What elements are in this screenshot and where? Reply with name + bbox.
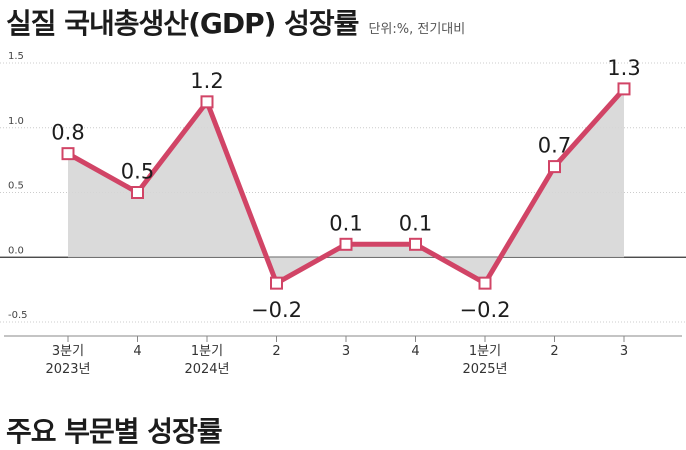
data-label: 0.1: [329, 211, 362, 235]
chart-title: 실질 국내총생산(GDP) 성장률: [6, 7, 359, 40]
y-tick-label: 0.5: [8, 181, 24, 192]
data-point-marker: [617, 82, 631, 96]
data-point-marker: [548, 160, 561, 174]
data-point-marker: [409, 237, 422, 251]
data-label: 0.8: [51, 121, 84, 145]
x-tick-label: 3: [620, 344, 628, 359]
data-point-marker: [478, 276, 492, 290]
x-tick-label: 1분기: [469, 344, 501, 359]
data-label: 0.1: [399, 211, 432, 235]
data-point-marker: [339, 237, 353, 251]
data-label: 0.5: [121, 160, 154, 184]
data-label: −0.2: [460, 298, 511, 322]
y-axis-ticks: 1.5 1.0 0.5 0.0 -0.5: [8, 51, 28, 321]
area-shape: [68, 88, 624, 284]
data-label: 1.3: [607, 56, 640, 80]
y-tick-label: 1.5: [8, 51, 24, 62]
data-point-marker: [131, 186, 144, 199]
header: 실질 국내총생산(GDP) 성장률 단위:%, 전기대비: [6, 2, 465, 42]
data-point-marker: [270, 276, 283, 290]
section-title-sectoral-growth: 주요 부문별 성장률: [6, 415, 223, 448]
x-tick-label: 2: [550, 344, 558, 359]
area-fill: [68, 88, 624, 284]
gdp-growth-chart: 1.5 1.0 0.5 0.0 -0.5 0.8 0.5 1.2 −0.2 0.1 0.1 −0.2…: [0, 51, 686, 377]
y-tick-label: 1.0: [8, 116, 24, 127]
x-tick-year-label: 2025년: [462, 362, 507, 377]
data-markers: [61, 82, 631, 290]
x-tick-label: 3분기: [52, 344, 84, 359]
x-tick-label: 4: [411, 344, 419, 359]
x-tick-label: 2: [272, 344, 280, 359]
x-tick-year-label: 2024년: [184, 362, 229, 377]
data-point-marker: [61, 147, 75, 161]
x-tick-label: 3: [342, 344, 350, 359]
x-tick-label: 4: [133, 344, 141, 359]
data-point-marker: [200, 95, 214, 109]
y-tick-label: 0.0: [8, 245, 24, 256]
data-label: 1.2: [190, 69, 223, 93]
x-tick-label: 1분기: [191, 344, 223, 359]
data-labels: 0.8 0.5 1.2 −0.2 0.1 0.1 −0.2 0.7 1.3: [51, 56, 640, 322]
y-tick-label: -0.5: [8, 310, 28, 321]
x-axis: 3분기 2023년 4 1분기 2024년 2 3 4 1분기 2025년 2 3: [4, 335, 682, 377]
unit-note: 단위:%, 전기대비: [368, 22, 466, 37]
data-label: 0.7: [538, 134, 571, 158]
data-label: −0.2: [251, 298, 302, 322]
x-tick-year-label: 2023년: [45, 362, 90, 377]
